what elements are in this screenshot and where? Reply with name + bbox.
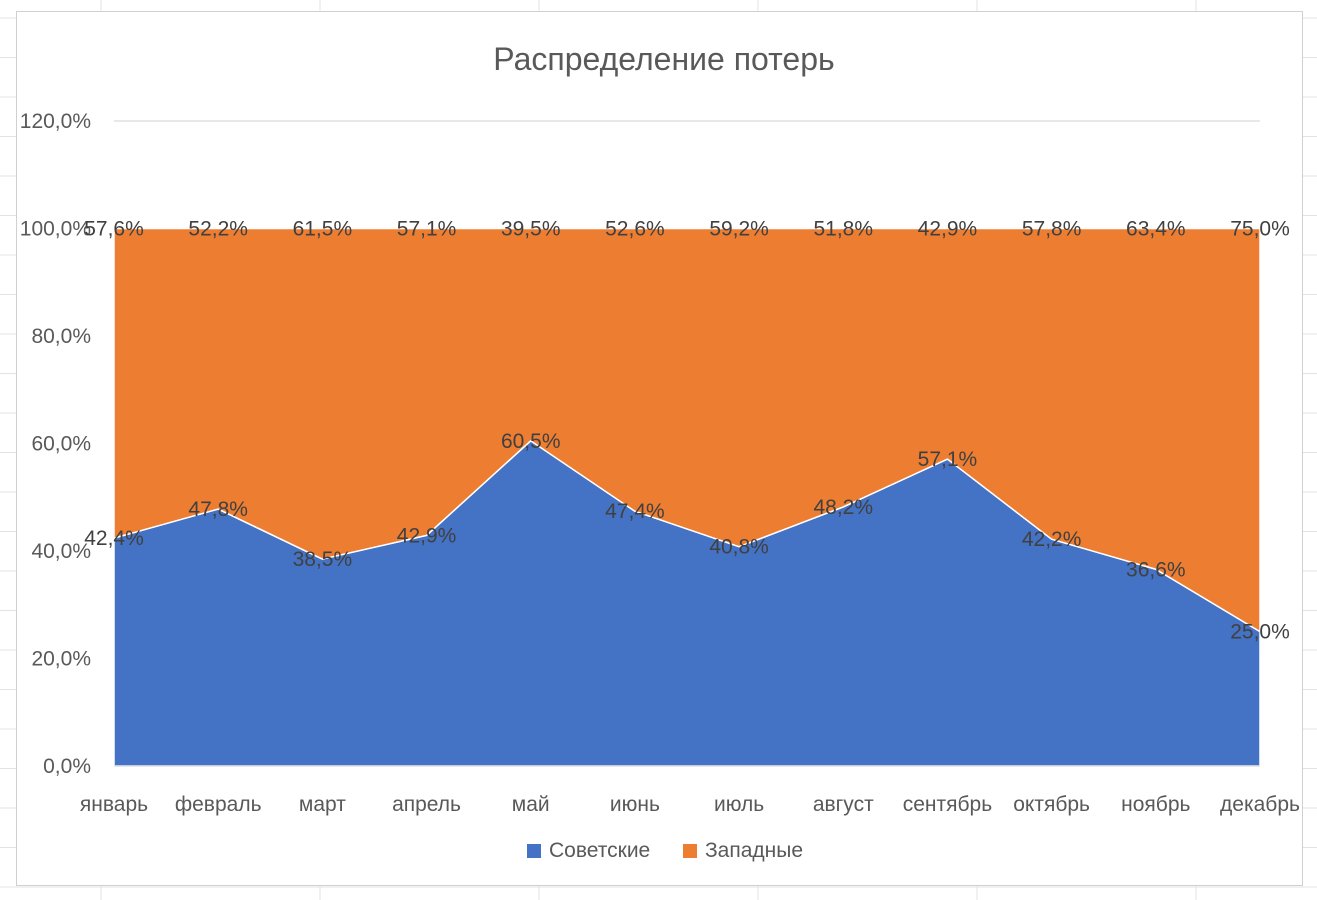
data-labels: 42,4% 47,8% 38,5% 42,9% 60,5% 47,4% 40,8% 48,2%…	[84, 218, 1290, 644]
data-label: 75,0%	[1230, 218, 1290, 241]
x-tick-label: июль	[714, 793, 764, 816]
data-label: 25,0%	[1230, 621, 1290, 644]
data-label: 36,6%	[1126, 558, 1186, 581]
x-tick-label: май	[512, 793, 550, 816]
data-label: 42,9%	[918, 218, 978, 241]
data-label: 63,4%	[1126, 218, 1186, 241]
legend-swatch	[527, 844, 541, 858]
chart-container[interactable]: Распределение потерь 0,0% 20,0% 40,0% 60,0%…	[16, 11, 1303, 886]
area-series	[113, 227, 1261, 767]
y-tick-label: 120,0%	[20, 110, 91, 133]
data-label: 38,5%	[293, 548, 353, 571]
y-tick-label: 60,0%	[31, 433, 91, 456]
data-label: 61,5%	[293, 218, 353, 241]
x-tick-label: октябрь	[1013, 793, 1090, 816]
y-tick-label: 80,0%	[31, 325, 91, 348]
y-tick-label: 40,0%	[31, 540, 91, 563]
data-label: 48,2%	[813, 496, 873, 519]
x-tick-label: апрель	[392, 793, 461, 816]
x-tick-label: декабрь	[1220, 793, 1300, 816]
data-label: 51,8%	[813, 218, 873, 241]
y-tick-label: 20,0%	[31, 648, 91, 671]
data-label: 57,8%	[1022, 218, 1082, 241]
data-label: 47,8%	[188, 498, 248, 521]
data-label: 42,4%	[84, 527, 144, 550]
data-label: 52,6%	[605, 218, 665, 241]
x-tick-label: январь	[80, 793, 148, 816]
data-label: 59,2%	[709, 218, 769, 241]
data-label: 42,9%	[397, 524, 457, 547]
data-label: 40,8%	[709, 536, 769, 559]
data-label: 47,4%	[605, 500, 665, 523]
data-label: 57,1%	[918, 448, 978, 471]
legend-label: Советские	[549, 839, 650, 862]
area-series-1	[113, 227, 1261, 633]
x-axis-ticks: январь февраль март апрель май июнь июль август…	[80, 793, 1300, 816]
data-label: 42,2%	[1022, 528, 1082, 551]
data-label: 57,6%	[84, 218, 144, 241]
x-tick-label: август	[813, 793, 874, 816]
y-tick-label: 100,0%	[20, 218, 91, 241]
data-label: 60,5%	[501, 430, 561, 453]
data-label: 39,5%	[501, 218, 561, 241]
legend-label: Западные	[705, 839, 803, 862]
data-label: 57,1%	[397, 218, 457, 241]
chart-title: Распределение потерь	[493, 41, 834, 77]
y-axis-ticks: 0,0% 20,0% 40,0% 60,0% 80,0% 100,0% 120,0%	[20, 110, 91, 778]
x-tick-label: сентябрь	[903, 793, 992, 816]
legend-swatch	[683, 844, 697, 858]
y-tick-label: 0,0%	[43, 755, 91, 778]
x-tick-label: ноябрь	[1121, 793, 1190, 816]
x-tick-label: июнь	[610, 793, 660, 816]
x-tick-label: февраль	[175, 793, 262, 816]
legend[interactable]: Советские Западные	[527, 839, 803, 862]
data-label: 52,2%	[188, 218, 248, 241]
stacked-area-chart: Распределение потерь 0,0% 20,0% 40,0% 60,0%…	[20, 41, 1300, 862]
x-tick-label: март	[299, 793, 346, 816]
